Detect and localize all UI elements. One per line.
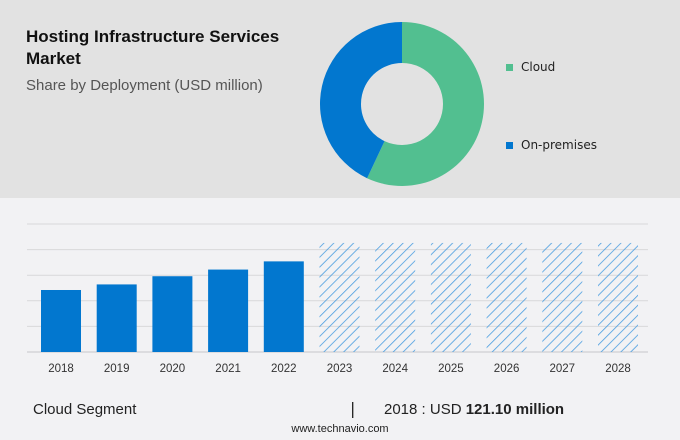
forecast-bar-2024 (375, 242, 416, 352)
x-tick-label: 2022 (271, 363, 297, 375)
segment-label: Cloud Segment (33, 401, 137, 418)
legend-item-cloud: Cloud (506, 60, 555, 74)
segment-value-amount: 121.10 million (465, 401, 565, 418)
bar-2021 (208, 269, 249, 352)
x-tick-label: 2023 (327, 363, 353, 375)
x-tick-label: 2028 (605, 363, 631, 375)
legend-label-cloud: Cloud (521, 60, 556, 74)
forecast-bar-2026 (486, 242, 527, 352)
x-tick-label: 2026 (494, 363, 520, 375)
forecast-bar-2028 (598, 242, 638, 352)
legend-swatch-cloud (506, 63, 513, 71)
forecast-bar-2025 (430, 242, 471, 352)
bar-2020 (152, 276, 193, 352)
segment-value: 2018 : USD 121.10 million (384, 401, 564, 418)
donut-chart (320, 22, 484, 186)
donut-slice-cloud (367, 22, 484, 186)
legend-label-on-premises: On-premises (521, 138, 597, 152)
source-link[interactable]: www.technavio.com (291, 423, 389, 435)
segment-year-label: 2018 : USD (384, 401, 466, 418)
chart-subtitle: Share by Deployment (USD million) (26, 77, 263, 94)
legend-swatch-on-premises (506, 141, 513, 149)
donut-slice-on-premises (320, 22, 402, 179)
x-tick-label: 2021 (215, 363, 241, 375)
bar-chart: 2018 2019 2020 2021 2022 2023 2024 2025 2026 2027… (27, 223, 648, 375)
x-tick-label: 2024 (382, 363, 408, 375)
footer-separator: | (350, 399, 356, 418)
x-tick-label: 2018 (48, 363, 74, 375)
x-tick-label: 2025 (438, 363, 464, 375)
bar-2018 (41, 289, 81, 352)
x-tick-label: 2027 (550, 363, 576, 375)
legend-item-on-premises: On-premises (506, 138, 597, 152)
x-tick-label: 2020 (160, 363, 186, 375)
forecast-bar-2023 (319, 242, 360, 352)
forecast-bar-2027 (542, 242, 583, 352)
chart-title: Hosting Infrastructure Services Market (26, 27, 280, 68)
bar-2022 (263, 261, 304, 352)
bar-2019 (96, 284, 137, 352)
x-tick-label: 2019 (104, 363, 130, 375)
